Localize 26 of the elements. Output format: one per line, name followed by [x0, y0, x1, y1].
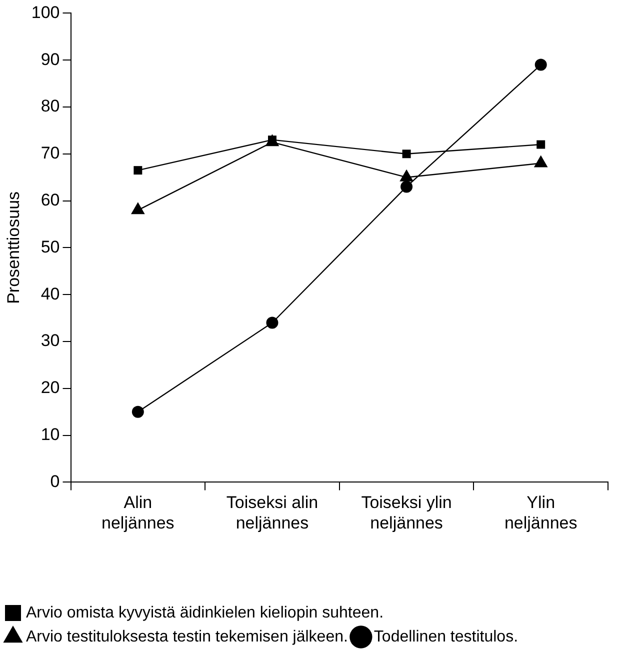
y-tick-label: 60: [40, 190, 60, 210]
legend-label: Arvio omista kyvyistä äidinkielen kieliopin suhteen.: [26, 604, 384, 622]
point: [266, 316, 278, 329]
y-axis-title: Prosenttiosuus: [4, 191, 23, 304]
y-tick-label: 20: [40, 378, 60, 398]
legend-label: Todellinen testitulos.: [374, 628, 518, 646]
x-tick-label: Alin neljännes: [102, 493, 174, 532]
y-tick-label: 0: [50, 472, 60, 491]
y-tick-label: 90: [40, 50, 60, 69]
x-tick-label: Toiseksi alin neljännes: [226, 493, 318, 532]
y-tick-label: 10: [40, 424, 60, 444]
legend-label: Arvio testituloksesta testin tekemisen jälkeen.: [26, 628, 348, 646]
point: [134, 166, 142, 175]
point: [402, 150, 411, 158]
y-tick-label: 100: [31, 2, 60, 22]
y-tick-label: 50: [40, 237, 60, 256]
x-tick-label: Ylin neljännes: [504, 493, 578, 532]
y-tick-label: 40: [40, 284, 60, 304]
point: [536, 140, 546, 149]
point: [132, 406, 144, 418]
point: [400, 180, 413, 193]
x-tick-label: Toiseksi ylin neljännes: [361, 493, 452, 532]
y-tick-label: 70: [40, 144, 60, 163]
point: [534, 58, 547, 71]
y-tick-label: 80: [40, 96, 60, 116]
y-tick-label: 30: [40, 331, 60, 350]
